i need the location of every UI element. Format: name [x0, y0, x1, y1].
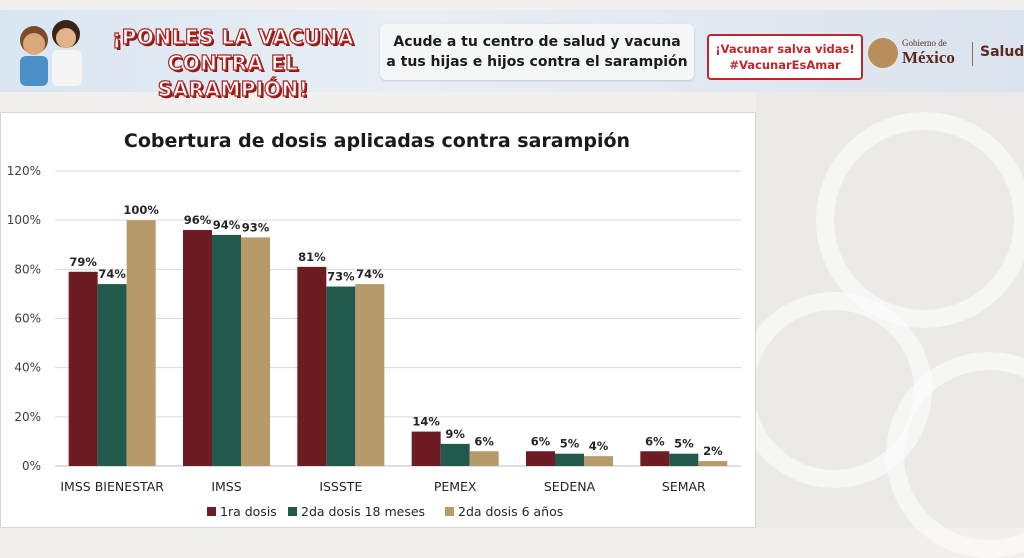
x-tick-label: SEMAR [662, 479, 706, 494]
bar [698, 461, 728, 466]
data-label: 74% [356, 267, 384, 281]
data-label: 4% [589, 439, 609, 453]
background-pattern [736, 92, 1024, 558]
headline-line-2: CONTRA EL SARAMPIÓN! [157, 50, 309, 101]
campaign-headline: ¡PONLES LA VACUNA CONTRA EL SARAMPIÓN! [92, 24, 374, 101]
x-tick-label: SEDENA [544, 479, 596, 494]
bar [469, 451, 499, 466]
y-tick-label: 60% [14, 312, 41, 326]
data-label: 5% [560, 437, 580, 451]
bar [355, 284, 385, 466]
gov-label-small: Gobierno de [902, 38, 947, 48]
legend-swatch [207, 507, 216, 516]
bar [440, 443, 470, 466]
y-tick-label: 80% [14, 262, 41, 276]
bar [183, 230, 212, 466]
data-label: 6% [474, 434, 494, 448]
data-label: 93% [242, 220, 270, 234]
ministry-label: Salud [980, 44, 1024, 60]
data-label: 73% [327, 270, 355, 284]
logo-divider [972, 42, 973, 66]
x-axis: IMSS BIENESTAR IMSS ISSSTE PEMEX SEDENA SEMAR [60, 479, 706, 494]
hashtag-line-2: #VacunarEsAmar [729, 58, 841, 72]
message-line-2: a tus hijas e hijos contra el sarampión [386, 54, 688, 70]
gov-label-big: México [902, 48, 955, 67]
legend-swatch [288, 507, 297, 516]
x-tick-label: ISSSTE [319, 479, 362, 494]
data-label: 2% [703, 444, 723, 458]
bar [326, 286, 356, 466]
data-label: 9% [445, 427, 465, 441]
chart-legend: 1ra dosis 2da dosis 18 meses 2da dosis 6 a… [207, 504, 563, 519]
data-label: 14% [412, 415, 440, 429]
bar [526, 451, 555, 466]
bar [212, 234, 241, 466]
bar [68, 271, 98, 466]
message-line-1: Acude a tu centro de salud y vacuna [393, 34, 681, 50]
x-tick-label: IMSS [211, 479, 241, 494]
bar [241, 237, 270, 466]
chart-title: Cobertura de dosis aplicadas contra sara… [124, 130, 630, 152]
data-label: 100% [123, 203, 159, 217]
hashtag-line-1: ¡Vacunar salva vidas! [715, 42, 855, 56]
bar-chart: Cobertura de dosis aplicadas contra sara… [7, 130, 741, 519]
data-label: 96% [184, 213, 212, 227]
headline-line-1: ¡PONLES LA VACUNA [112, 24, 354, 49]
y-axis: 0% 20% 40% 60% 80% 100% 120% [7, 164, 41, 473]
y-tick-label: 40% [14, 361, 41, 375]
bar [411, 431, 441, 466]
government-seal-icon [868, 38, 898, 68]
x-tick-label: PEMEX [434, 479, 477, 494]
chart-bars: 79%74%100%96% 94% 93%81%73% 74%14%9%6% 6% 5% 4… [68, 203, 728, 466]
y-tick-label: 20% [14, 410, 41, 424]
x-tick-label: IMSS BIENESTAR [60, 479, 164, 494]
children-illustration [20, 20, 82, 86]
bar [640, 451, 670, 466]
legend-label: 2da dosis 6 años [458, 504, 563, 519]
data-label: 74% [98, 267, 126, 281]
y-tick-label: 100% [7, 213, 41, 227]
bar [297, 266, 327, 466]
data-label: 81% [298, 250, 326, 264]
campaign-hashtag: ¡Vacunar salva vidas! #VacunarEsAmar [707, 34, 863, 80]
chart-panel: Cobertura de dosis aplicadas contra sara… [0, 112, 756, 528]
data-label: 6% [645, 434, 665, 448]
data-label: 79% [69, 255, 97, 269]
bar [584, 456, 613, 466]
bar [555, 453, 584, 466]
government-logo: Gobierno de México Salud [868, 34, 1024, 74]
bar [669, 453, 699, 466]
chart-gridlines [55, 170, 741, 467]
y-tick-label: 120% [7, 164, 41, 178]
bar [126, 220, 156, 466]
legend-label: 1ra dosis [220, 504, 277, 519]
bar [97, 284, 127, 466]
legend-label: 2da dosis 18 meses [301, 504, 425, 519]
data-label: 5% [674, 437, 694, 451]
y-tick-label: 0% [22, 459, 41, 473]
campaign-message: Acude a tu centro de salud y vacuna a tu… [380, 24, 694, 80]
legend-swatch [445, 507, 454, 516]
campaign-banner: ¡PONLES LA VACUNA CONTRA EL SARAMPIÓN! A… [0, 10, 1024, 102]
data-label: 6% [531, 434, 551, 448]
data-label: 94% [213, 218, 241, 232]
